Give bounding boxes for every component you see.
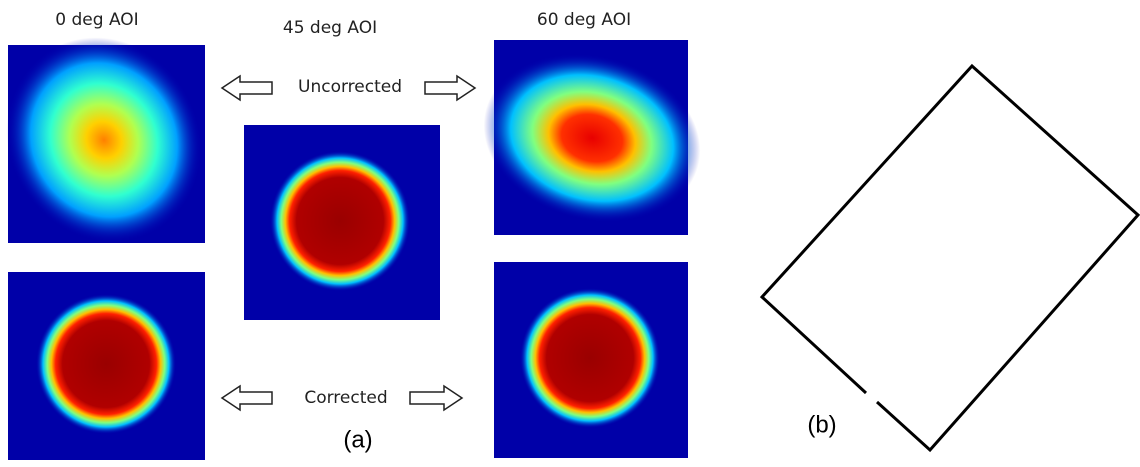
caption: (b) xyxy=(807,411,836,438)
row-label: Uncorrected xyxy=(298,77,402,97)
beam-image xyxy=(8,272,205,460)
beam-image xyxy=(465,30,720,245)
beam-image xyxy=(494,262,688,458)
panel-outline xyxy=(762,66,1138,450)
figure: 0 deg AOI 45 deg AOI 60 deg AOI Uncorrec… xyxy=(0,0,1140,467)
column-title: 0 deg AOI xyxy=(55,10,138,30)
beam-image xyxy=(0,2,239,279)
column-title: 60 deg AOI xyxy=(537,10,631,30)
caption: (a) xyxy=(343,426,372,453)
beam-image xyxy=(244,125,440,320)
row-label: Corrected xyxy=(304,388,387,408)
column-title: 45 deg AOI xyxy=(283,18,377,38)
